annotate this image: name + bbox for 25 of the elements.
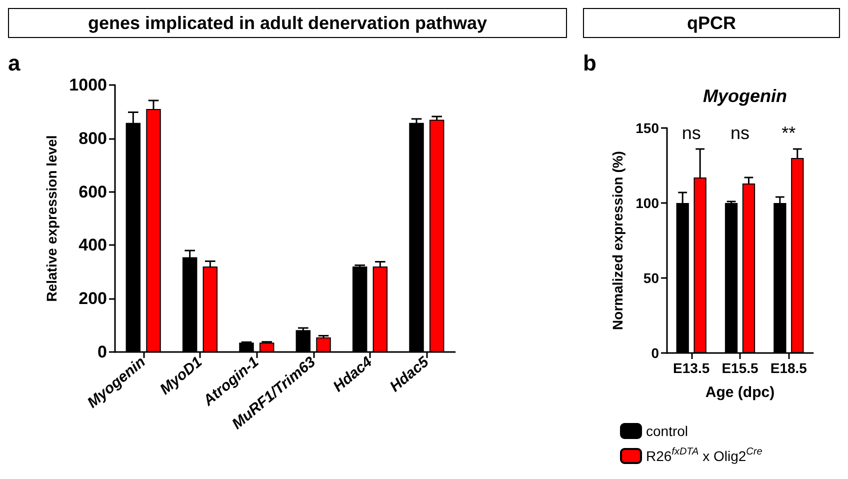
y-tick-label: 200	[78, 289, 107, 308]
annotation: ns	[730, 123, 750, 143]
annotation: ns	[682, 123, 701, 143]
y-tick-label: 0	[98, 342, 107, 362]
chart-title: qPCR	[583, 8, 840, 38]
y-tick-label: 600	[78, 182, 107, 202]
legend-label: control	[646, 423, 688, 439]
y-axis-title: Relative expression level	[43, 135, 60, 302]
y-tick-label: 100	[636, 195, 660, 211]
annotation: **	[782, 123, 796, 143]
y-tick-label: 0	[651, 345, 660, 361]
x-tick-label: E18.5	[770, 360, 808, 376]
y-axis-title: Normalized expression (%)	[610, 151, 626, 330]
y-tick-label: 800	[78, 128, 107, 148]
y-tick-label: 1000	[69, 76, 107, 94]
x-tick-label: E13.5	[673, 360, 710, 376]
text: a	[8, 50, 21, 76]
chart-subtitle: Myogenin	[703, 86, 787, 106]
x-tick-label: E15.5	[722, 360, 759, 376]
y-tick-label: 50	[643, 270, 660, 286]
x-axis-title: Age (dpc)	[705, 384, 775, 401]
chart-title: genes implicated in adult denervation pathway	[8, 8, 567, 38]
y-tick-label: 400	[78, 236, 107, 255]
y-tick-label: 150	[636, 120, 660, 136]
text: b	[583, 50, 596, 76]
